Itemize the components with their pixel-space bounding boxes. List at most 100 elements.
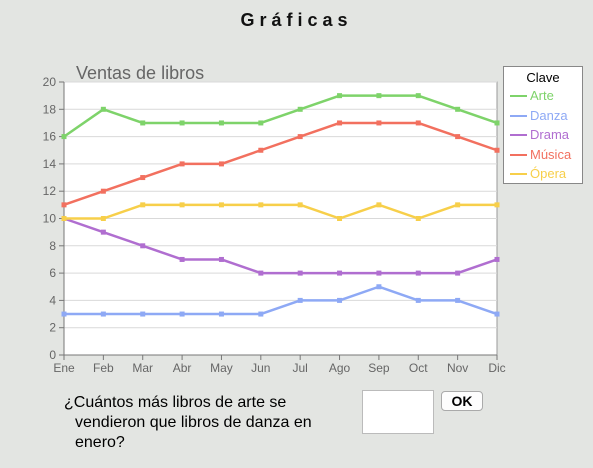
- data-point: [376, 284, 382, 290]
- data-point: [100, 188, 106, 194]
- data-point: [140, 202, 146, 208]
- data-point: [218, 161, 224, 167]
- data-point: [415, 93, 421, 99]
- data-point: [415, 216, 421, 221]
- chart-legend: Clave Arte Danza Drama Música Ópera: [503, 66, 583, 184]
- data-point: [140, 120, 146, 126]
- x-tick-label: Ago: [329, 361, 351, 375]
- x-tick-label: Abr: [173, 361, 192, 375]
- question-text: ¿Cuántos más libros de arte se vendieron…: [64, 393, 354, 453]
- data-point: [258, 147, 264, 153]
- data-point: [61, 202, 67, 208]
- question-line-2: vendieron que libros de danza en: [75, 414, 312, 431]
- x-tick-label: Sep: [368, 361, 390, 375]
- series-line-danza: [64, 285, 498, 316]
- data-point: [494, 256, 500, 262]
- question-line-1: ¿Cuántos más libros de arte se: [64, 394, 287, 411]
- legend-title: Clave: [526, 70, 560, 85]
- y-tick-label: 20: [43, 75, 57, 89]
- data-point: [179, 202, 185, 208]
- data-point: [415, 297, 421, 303]
- data-point: [376, 270, 382, 276]
- data-point: [100, 229, 106, 235]
- x-tick-label: Dic: [488, 361, 505, 375]
- data-point: [297, 297, 303, 303]
- x-tick-label: Ene: [53, 361, 75, 375]
- legend-swatch: [510, 95, 527, 97]
- y-tick-label: 2: [49, 321, 56, 335]
- y-tick-label: 8: [49, 239, 56, 253]
- answer-input[interactable]: [362, 390, 434, 434]
- data-point: [494, 311, 500, 317]
- data-point: [179, 256, 185, 262]
- x-tick-label: Oct: [409, 361, 428, 375]
- legend-swatch: [510, 114, 527, 117]
- data-point: [258, 311, 264, 317]
- chart-title: Ventas de libros: [76, 63, 204, 83]
- data-point: [100, 311, 106, 317]
- data-point: [179, 311, 185, 317]
- legend-item: Ópera: [504, 164, 582, 184]
- data-point: [494, 147, 500, 153]
- x-tick-label: Mar: [132, 361, 153, 375]
- question-line-3: enero?: [75, 434, 125, 451]
- data-point: [140, 311, 146, 317]
- y-tick-label: 16: [43, 130, 57, 144]
- x-tick-label: May: [210, 361, 233, 375]
- x-tick-label: Nov: [447, 361, 468, 375]
- data-point: [258, 270, 264, 276]
- data-point: [337, 216, 343, 221]
- data-point: [376, 93, 382, 99]
- data-point: [297, 134, 303, 140]
- page-title: Gráficas: [240, 10, 353, 30]
- legend-label: Ópera: [530, 166, 567, 181]
- y-tick-label: 4: [49, 293, 56, 307]
- data-point: [218, 256, 224, 262]
- data-point: [455, 202, 461, 208]
- x-tick-label: Jul: [293, 361, 308, 375]
- data-point: [140, 175, 146, 181]
- line-chart: 0 2 4 6 8 10 12 14 16 18 20 Ene Feb Mar Abr May Jun Jul Ag…: [43, 63, 506, 375]
- data-point: [61, 311, 67, 317]
- legend-item: Arte: [504, 86, 582, 106]
- data-point: [179, 120, 185, 126]
- data-point: [494, 202, 500, 208]
- data-point: [376, 202, 382, 208]
- data-point: [455, 270, 461, 276]
- y-tick-label: 6: [49, 266, 56, 280]
- data-point: [258, 202, 264, 208]
- legend-swatch: [510, 134, 527, 136]
- x-tick-label: Jun: [251, 361, 270, 375]
- data-point: [455, 297, 461, 303]
- data-point: [100, 106, 106, 112]
- data-point: [337, 120, 343, 126]
- data-point: [61, 216, 67, 221]
- series-line-drama: [63, 217, 498, 275]
- data-point: [455, 134, 461, 140]
- data-point: [218, 311, 224, 317]
- data-point: [337, 297, 343, 303]
- legend-item: Danza: [504, 106, 582, 126]
- data-point: [337, 93, 343, 99]
- data-point: [297, 202, 303, 208]
- legend-swatch: [510, 153, 527, 156]
- ok-button[interactable]: OK: [441, 391, 483, 411]
- data-point: [100, 216, 106, 221]
- data-point: [455, 106, 461, 112]
- legend-label: Música: [530, 146, 572, 162]
- data-point: [297, 270, 303, 276]
- y-tick-label: 14: [43, 157, 57, 171]
- legend-label: Arte: [530, 88, 554, 103]
- data-point: [337, 270, 343, 276]
- data-point: [61, 134, 67, 140]
- y-tick-label: 18: [43, 102, 57, 116]
- y-tick-label: 12: [43, 184, 57, 198]
- y-tick-label: 10: [43, 212, 57, 226]
- data-point: [218, 202, 224, 208]
- data-point: [376, 120, 382, 126]
- data-point: [140, 243, 146, 249]
- legend-label: Drama: [530, 127, 570, 142]
- data-point: [218, 120, 224, 126]
- data-point: [415, 270, 421, 276]
- legend-item: Drama: [504, 125, 582, 145]
